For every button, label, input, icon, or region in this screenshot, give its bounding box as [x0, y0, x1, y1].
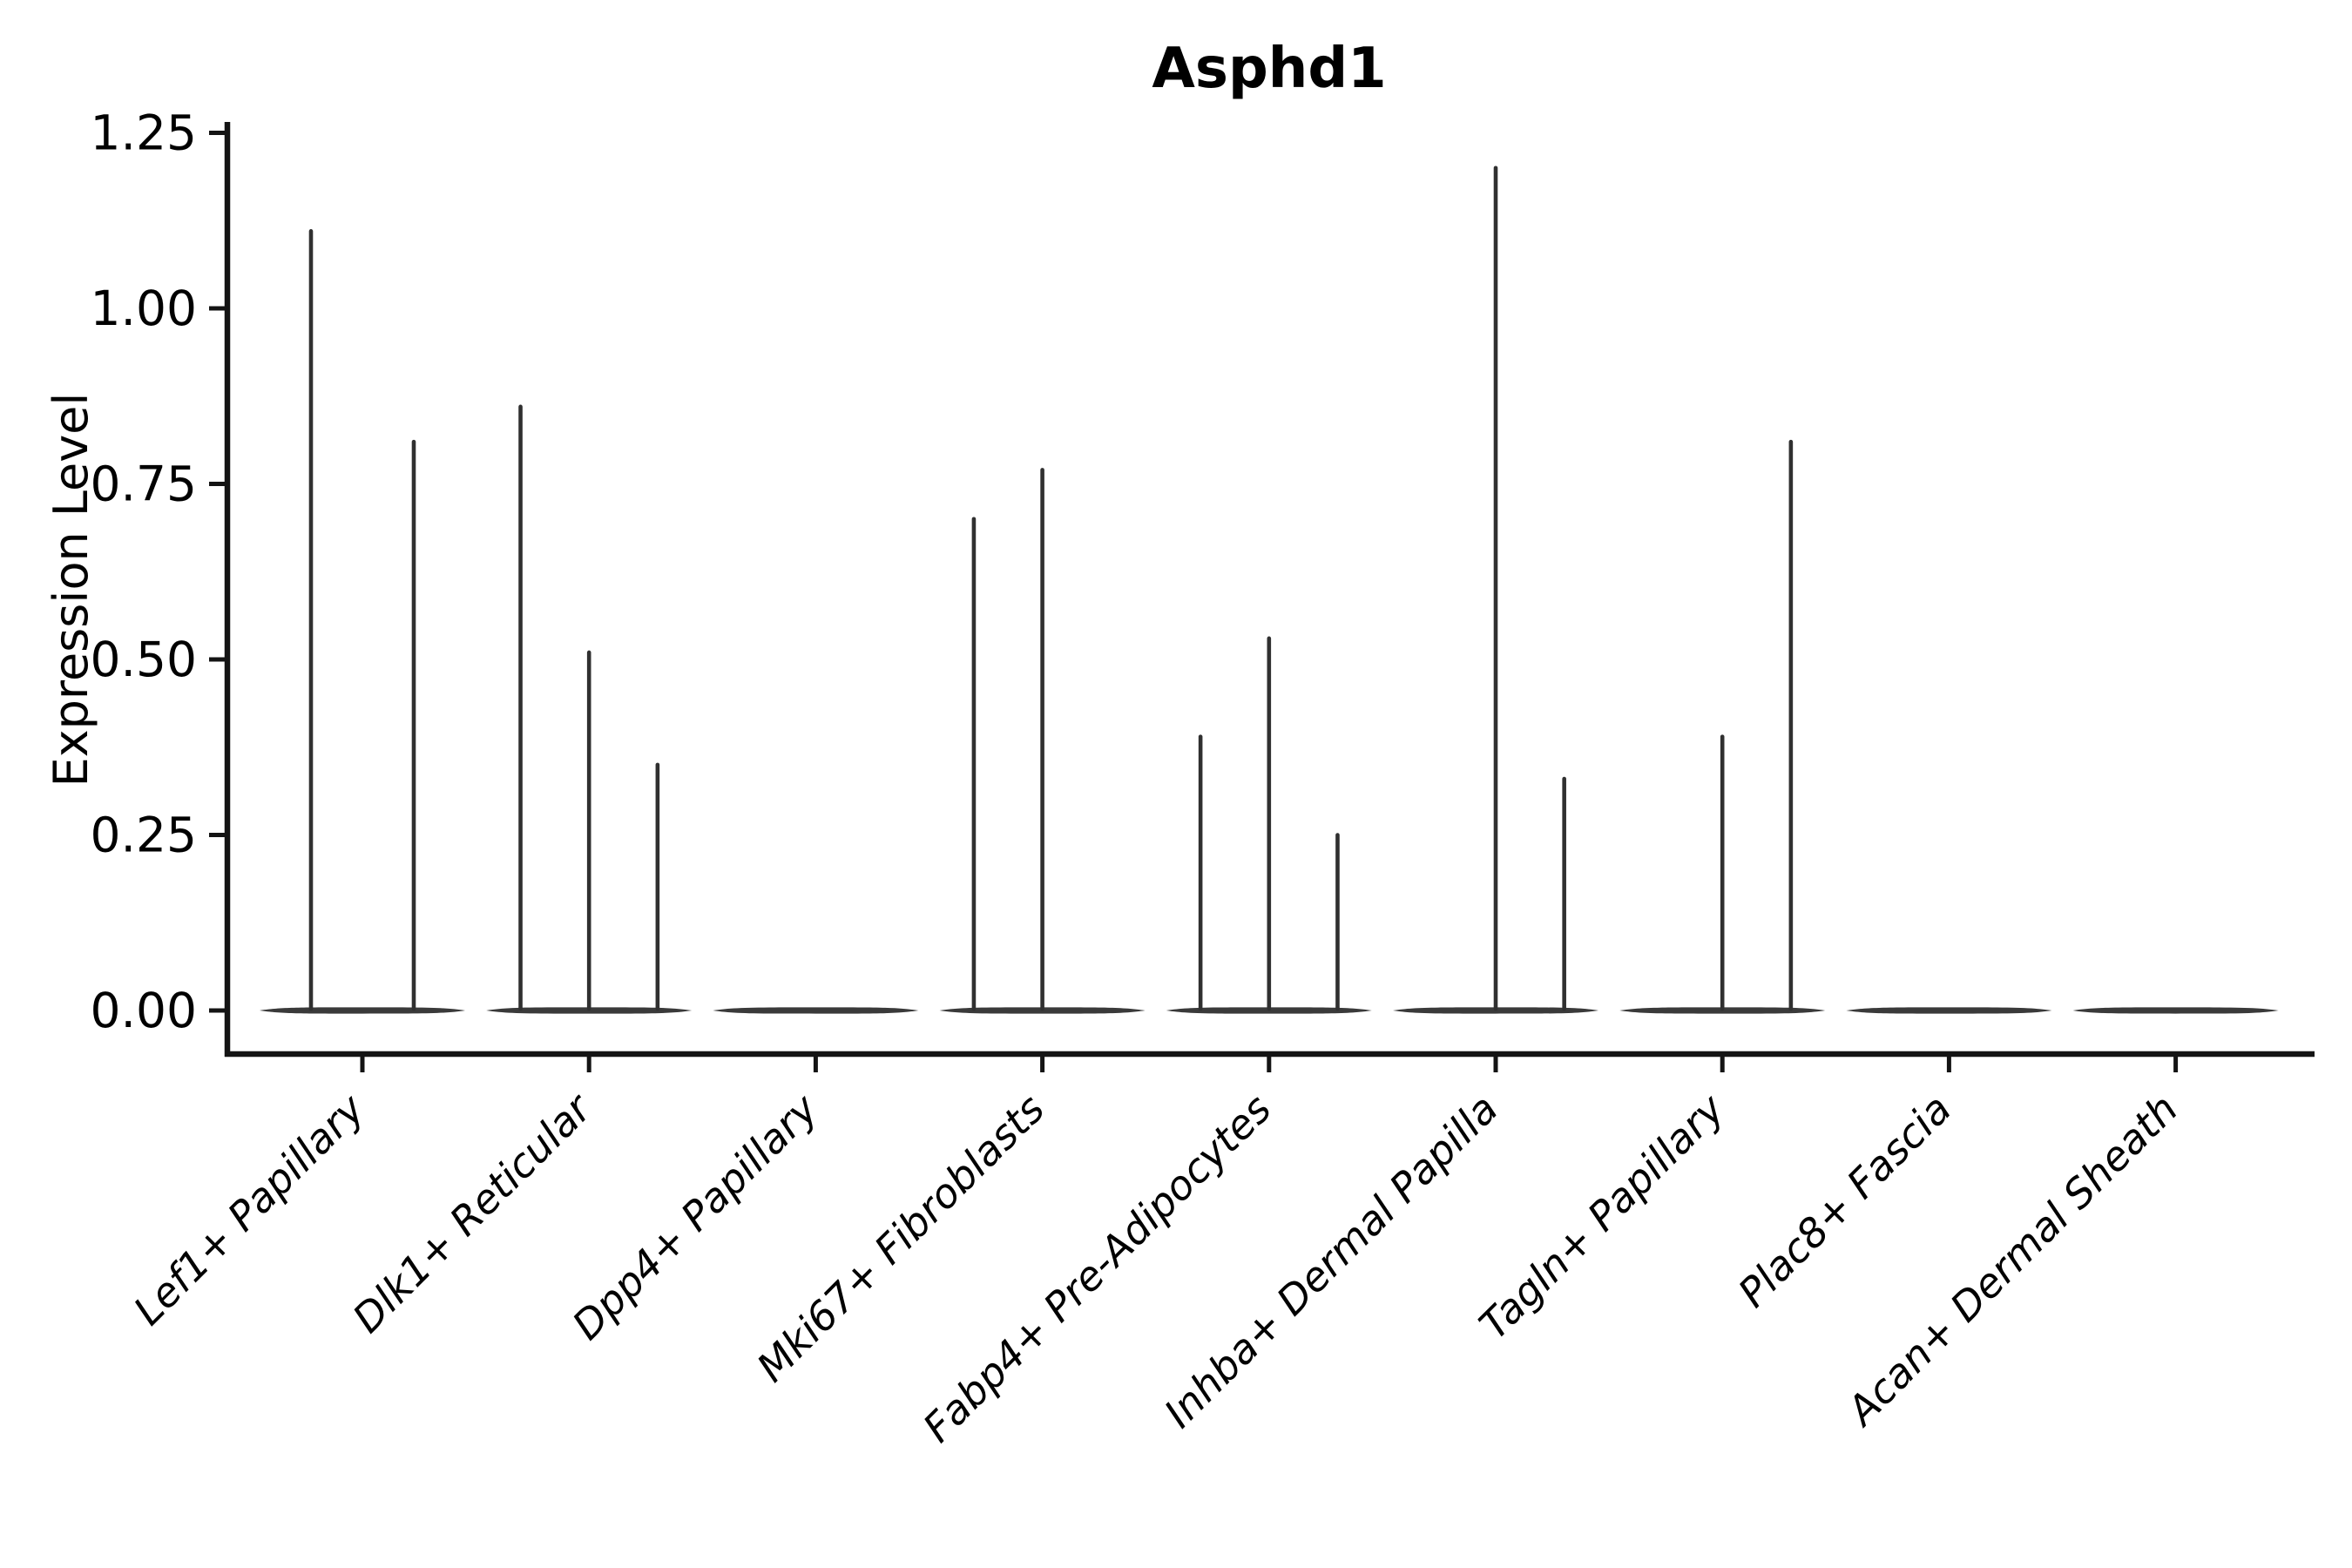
y-tick-label: 1.00: [91, 280, 197, 336]
y-tick-label: 1.25: [91, 105, 197, 161]
y-tick-label: 0.75: [91, 456, 197, 512]
violin-group: [713, 1007, 919, 1014]
violin-base: [1846, 1007, 2052, 1014]
y-tick-label: 0.50: [91, 632, 197, 687]
violin-base: [260, 1007, 465, 1014]
violin-group: [939, 468, 1146, 1014]
violin-base: [713, 1007, 919, 1014]
y-axis: 0.00 0.25 0.50 0.75 1.00 1.25: [91, 105, 225, 1038]
violin-group: [1393, 166, 1598, 1014]
y-axis-title: Expression Level: [44, 393, 98, 787]
violin-group: [1166, 636, 1372, 1014]
violin-group: [1619, 439, 1826, 1014]
violin-base: [2072, 1007, 2279, 1014]
y-tick-label: 0.00: [91, 983, 197, 1038]
violin-group: [2072, 1007, 2279, 1014]
violin-group: [486, 404, 693, 1014]
y-tick-label: 0.25: [91, 808, 197, 863]
violin-group: [260, 229, 465, 1014]
violin-group: [1846, 1007, 2052, 1014]
chart-title: Asphd1: [1152, 37, 1386, 101]
violins: [260, 166, 2279, 1014]
